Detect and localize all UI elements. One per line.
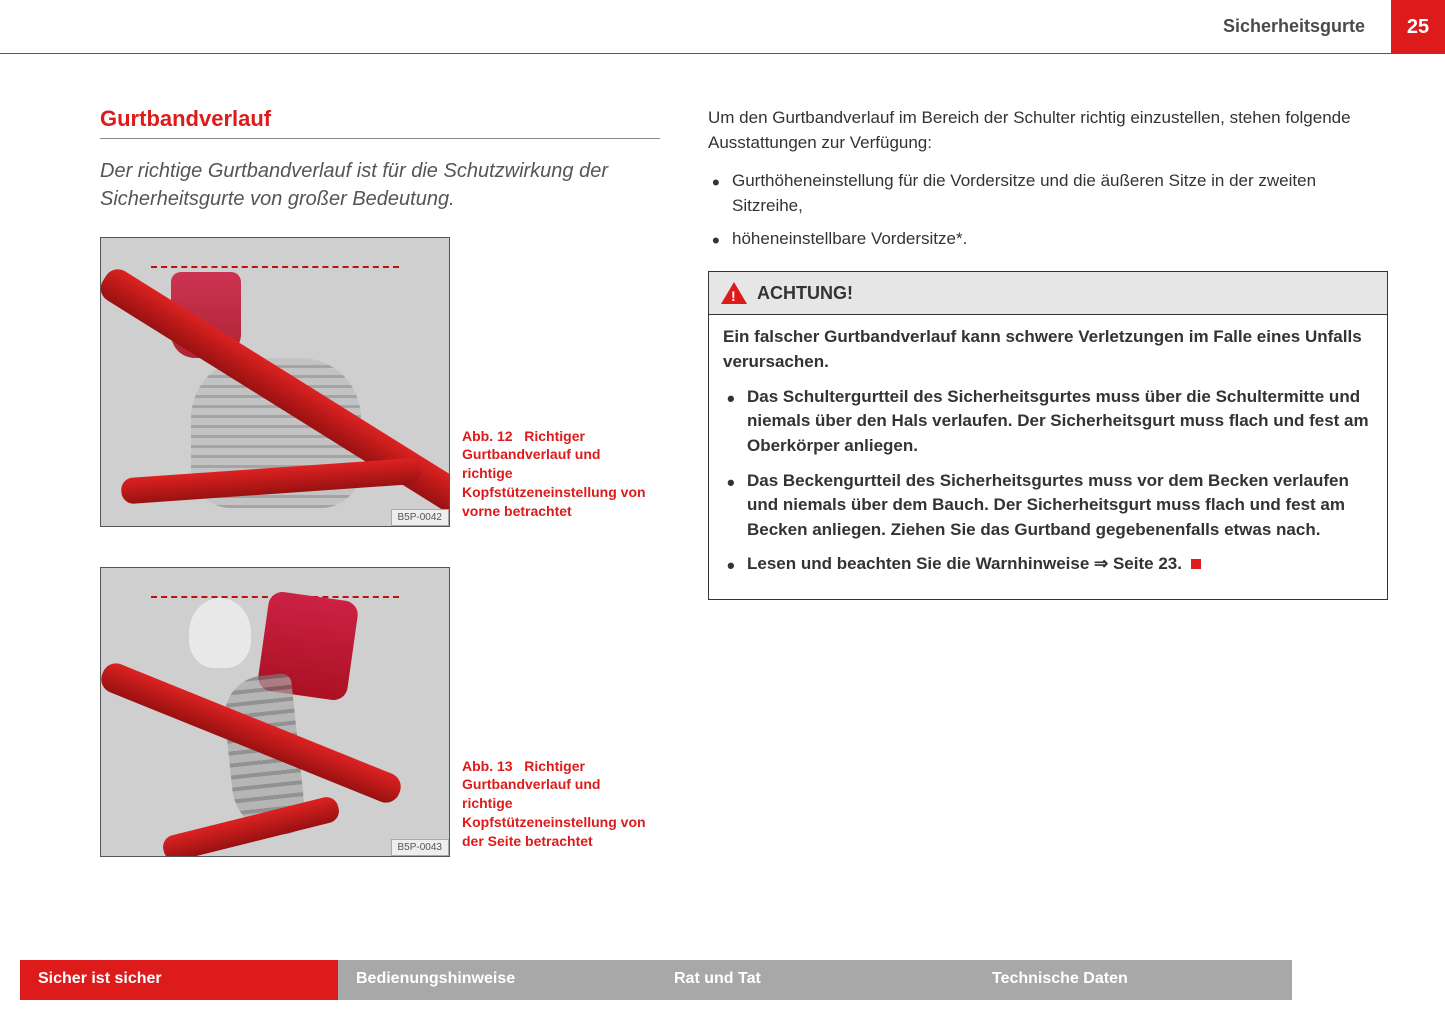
warning-title: ACHTUNG! <box>757 280 853 306</box>
figure-1-image: B5P-0042 <box>100 237 450 527</box>
figure-1-caption: Abb. 12 Richtiger Gurtbandverlauf und ri… <box>462 427 652 527</box>
warning-box: ACHTUNG! Ein falscher Gurtbandverlauf ka… <box>708 271 1388 600</box>
warning-triangle-icon <box>721 282 747 304</box>
section-title: Gurtbandverlauf <box>100 106 660 139</box>
warning-item-text: Lesen und beachten Sie die Warnhinweise … <box>747 554 1182 573</box>
warning-item: Das Beckengurtteil des Sicherheitsgurtes… <box>723 469 1373 543</box>
header-section-title: Sicherheitsgurte <box>1223 16 1365 37</box>
warning-body: Ein falscher Gurtbandverlauf kann schwer… <box>709 315 1387 599</box>
tab-bedienung[interactable]: Bedienungshinweise <box>338 960 656 1000</box>
figure-2-caption: Abb. 13 Richtiger Gurtbandverlauf und ri… <box>462 757 652 857</box>
content-area: Gurtbandverlauf Der richtige Gurtbandver… <box>100 106 1405 936</box>
figure-1-code: B5P-0042 <box>391 509 449 526</box>
feature-item: höheneinstellbare Vordersitze*. <box>708 227 1388 252</box>
warning-item: Das Schultergurtteil des Sicherheitsgurt… <box>723 385 1373 459</box>
guideline-icon <box>151 266 399 268</box>
figure-2-image: B5P-0043 <box>100 567 450 857</box>
figure-1-number: Abb. 12 <box>462 428 513 444</box>
tab-technische[interactable]: Technische Daten <box>974 960 1292 1000</box>
header-divider <box>0 53 1445 54</box>
warning-item: Lesen und beachten Sie die Warnhinweise … <box>723 552 1373 577</box>
figure-2-block: B5P-0043 Abb. 13 Richtiger Gurtbandverla… <box>100 567 660 857</box>
figure-2-code: B5P-0043 <box>391 839 449 856</box>
feature-list: Gurthöheneinstellung für die Vordersitze… <box>708 169 1388 251</box>
left-column: Gurtbandverlauf Der richtige Gurtbandver… <box>100 106 660 936</box>
page-number-badge: 25 <box>1391 0 1445 54</box>
tab-rat[interactable]: Rat und Tat <box>656 960 974 1000</box>
figure-1-block: B5P-0042 Abb. 12 Richtiger Gurtbandverla… <box>100 237 660 527</box>
intro-text: Der richtige Gurtbandverlauf ist für die… <box>100 157 660 213</box>
figure-2-number: Abb. 13 <box>462 758 513 774</box>
feature-item: Gurthöheneinstellung für die Vordersitze… <box>708 169 1388 218</box>
head-icon <box>189 598 251 668</box>
end-marker-icon <box>1191 559 1201 569</box>
right-paragraph-1: Um den Gurtbandverlauf im Bereich der Sc… <box>708 106 1388 155</box>
tab-sicher[interactable]: Sicher ist sicher <box>20 960 338 1000</box>
warning-header: ACHTUNG! <box>709 272 1387 315</box>
right-column: Um den Gurtbandverlauf im Bereich der Sc… <box>708 106 1388 936</box>
warning-intro: Ein falscher Gurtbandverlauf kann schwer… <box>723 325 1373 374</box>
footer-tabs: Sicher ist sicher Bedienungshinweise Rat… <box>20 960 1445 1000</box>
page-header: Sicherheitsgurte 25 <box>0 0 1445 54</box>
